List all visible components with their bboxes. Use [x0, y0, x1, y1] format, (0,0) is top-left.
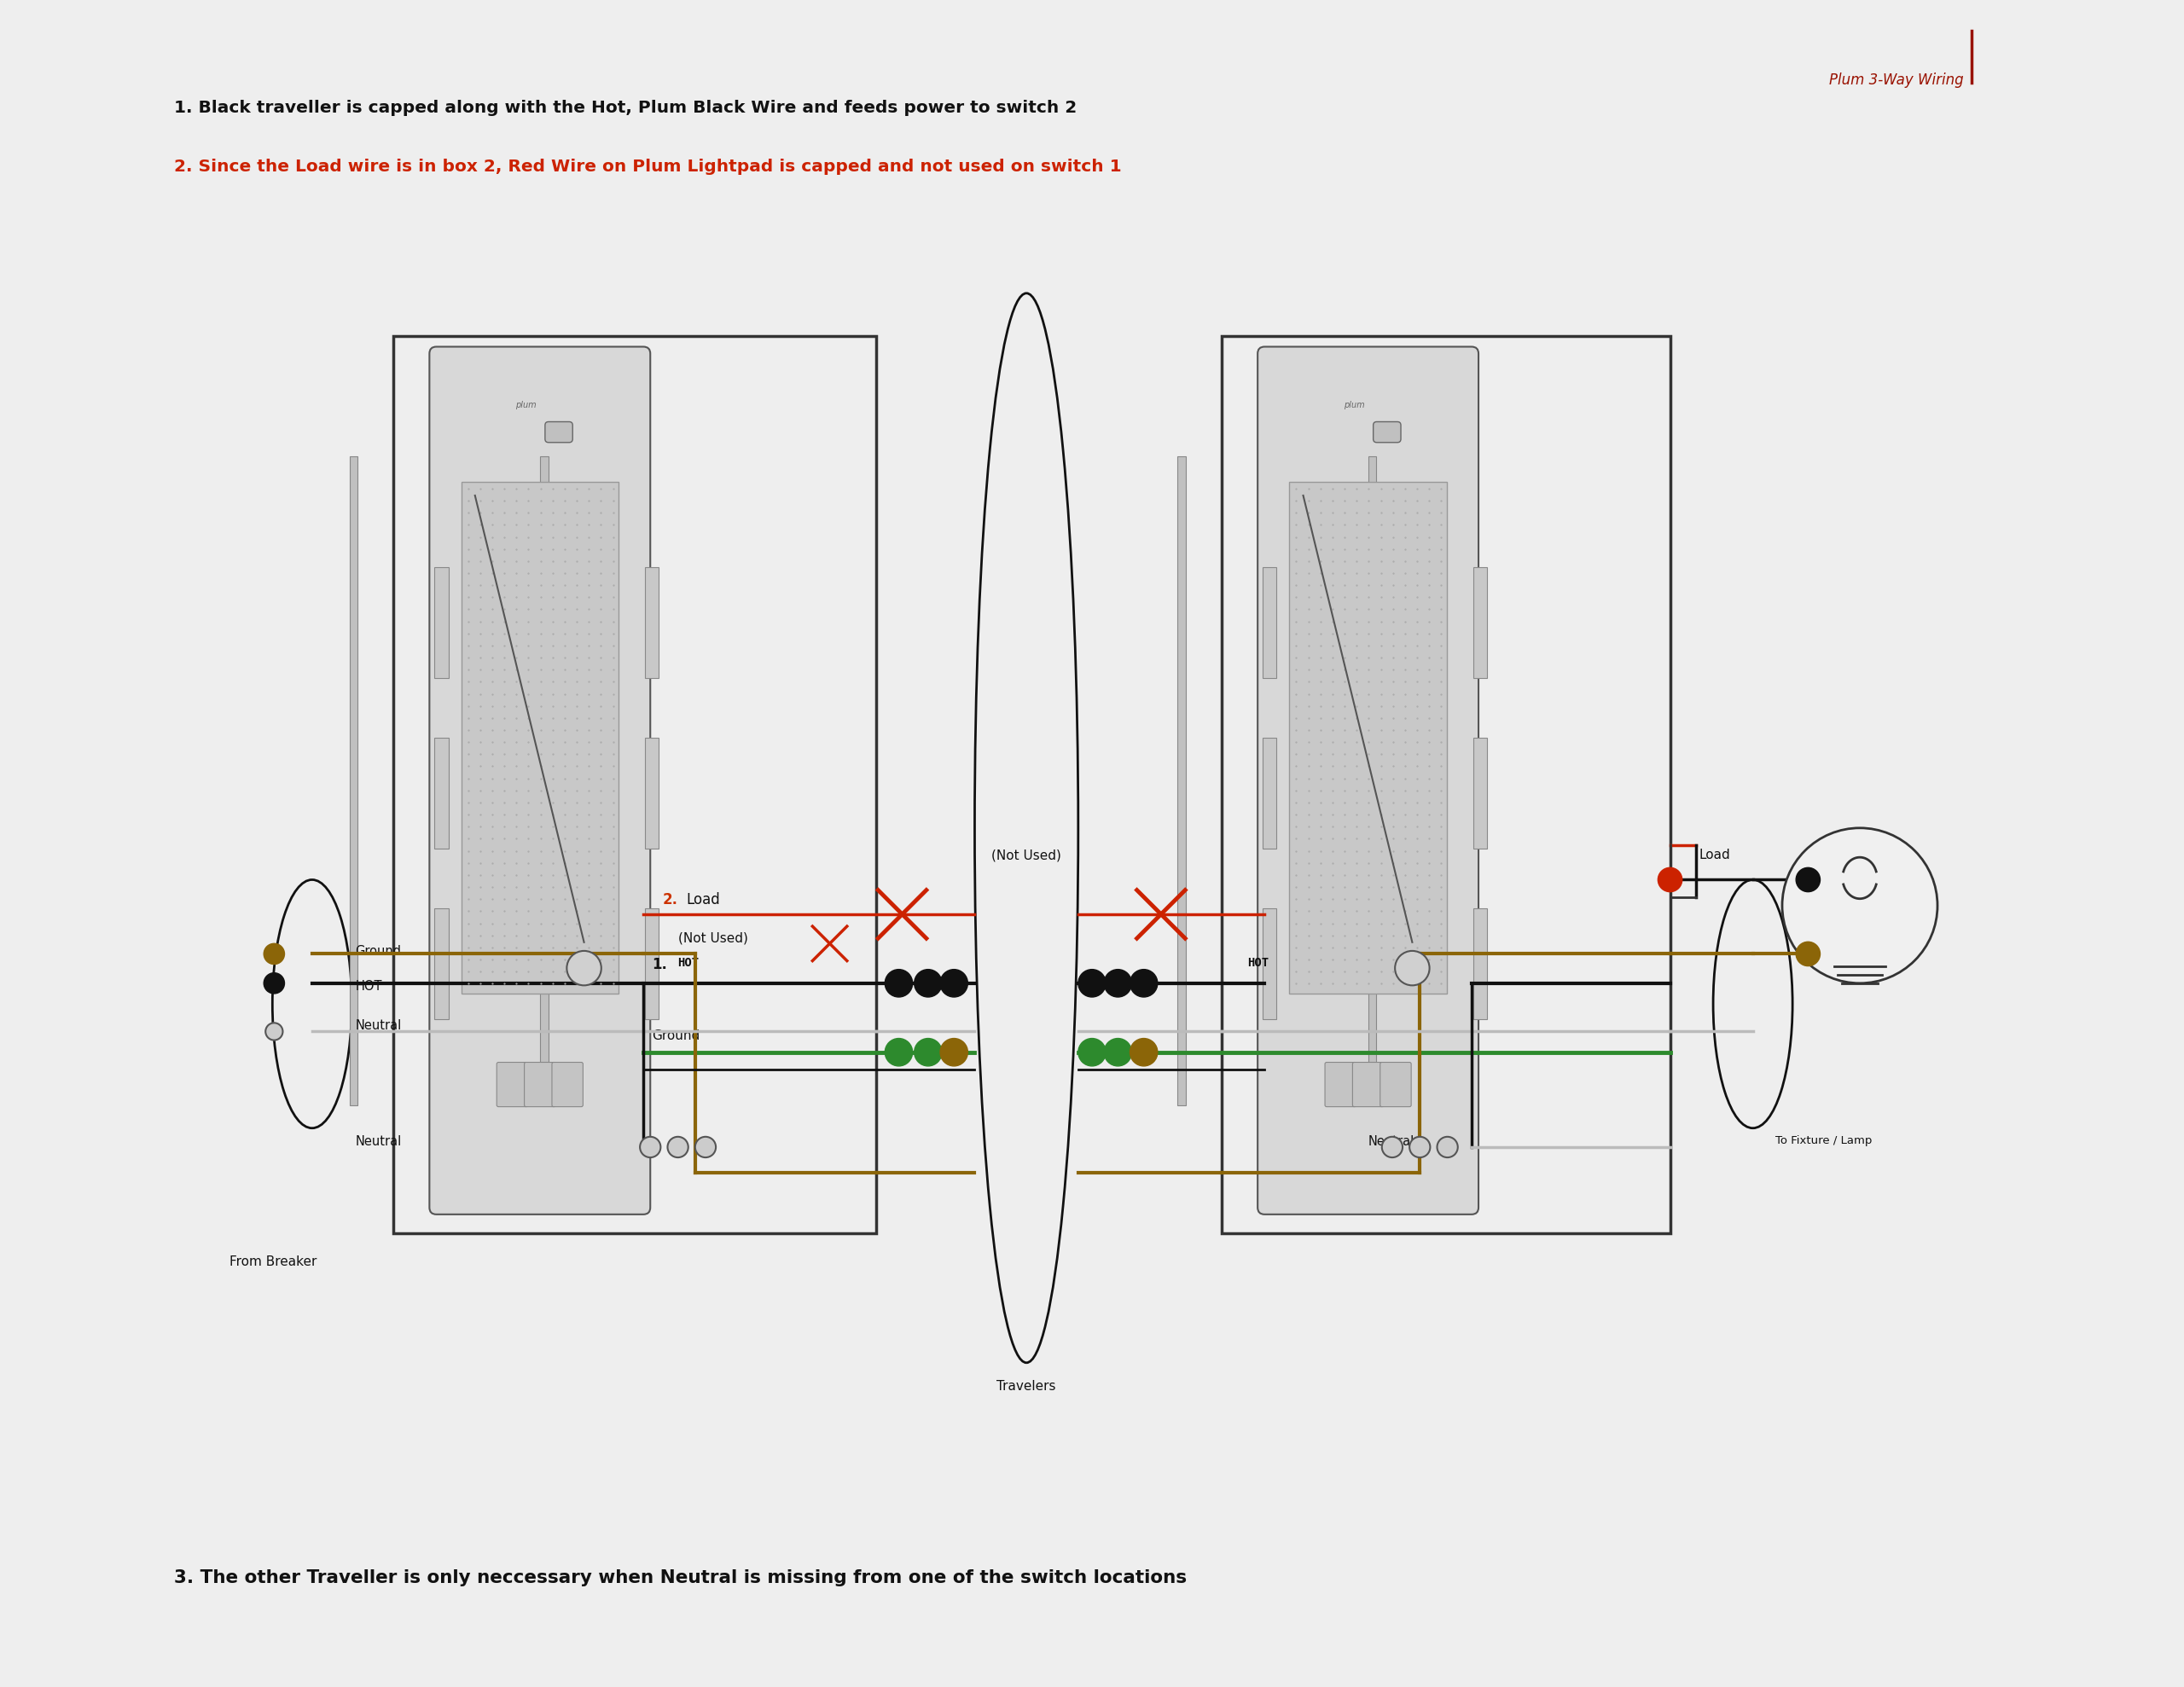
- Circle shape: [1658, 867, 1682, 892]
- Circle shape: [264, 973, 284, 994]
- Text: Plum 3-Way Wiring: Plum 3-Way Wiring: [1828, 73, 1963, 88]
- Circle shape: [1105, 1039, 1131, 1066]
- Circle shape: [640, 1137, 660, 1157]
- Text: HOT: HOT: [1247, 957, 1269, 970]
- Text: (Not Used): (Not Used): [992, 849, 1061, 862]
- Text: 3. The other Traveller is only neccessary when Neutral is missing from one of th: 3. The other Traveller is only neccessar…: [175, 1569, 1186, 1587]
- Ellipse shape: [974, 294, 1079, 1363]
- Bar: [461, 482, 618, 994]
- FancyBboxPatch shape: [1374, 422, 1400, 442]
- FancyBboxPatch shape: [1326, 1063, 1356, 1107]
- Circle shape: [1437, 1137, 1457, 1157]
- Text: Load: Load: [1699, 849, 1730, 862]
- Circle shape: [915, 1039, 941, 1066]
- Bar: [349, 455, 358, 1105]
- Text: plum: plum: [1343, 400, 1365, 410]
- Circle shape: [1782, 828, 1937, 984]
- FancyBboxPatch shape: [430, 348, 651, 1215]
- FancyBboxPatch shape: [1258, 348, 1479, 1215]
- Circle shape: [1795, 867, 1819, 892]
- Circle shape: [266, 1022, 282, 1041]
- Text: Ground: Ground: [356, 945, 402, 958]
- FancyBboxPatch shape: [524, 1063, 555, 1107]
- FancyBboxPatch shape: [1380, 1063, 1411, 1107]
- FancyBboxPatch shape: [496, 1063, 529, 1107]
- Text: (Not Used): (Not Used): [677, 931, 747, 945]
- Text: HOT: HOT: [677, 957, 699, 970]
- Bar: [1262, 567, 1278, 678]
- Circle shape: [1129, 1039, 1158, 1066]
- Text: 2.: 2.: [662, 892, 677, 908]
- Circle shape: [266, 1022, 282, 1041]
- Circle shape: [915, 970, 941, 997]
- Text: HOT: HOT: [356, 980, 382, 992]
- Text: 2. Since the Load wire is in box 2, Red Wire on Plum Lightpad is capped and not : 2. Since the Load wire is in box 2, Red …: [175, 159, 1123, 175]
- Circle shape: [668, 1137, 688, 1157]
- Circle shape: [939, 970, 968, 997]
- Bar: [1221, 336, 1671, 1233]
- Bar: [1177, 455, 1186, 1105]
- FancyBboxPatch shape: [546, 422, 572, 442]
- Bar: [539, 455, 548, 1105]
- Bar: [1474, 909, 1487, 1019]
- Bar: [435, 737, 448, 849]
- Ellipse shape: [273, 879, 352, 1129]
- Circle shape: [939, 1039, 968, 1066]
- Text: To Fixture / Lamp: To Fixture / Lamp: [1776, 1135, 1872, 1145]
- Circle shape: [1409, 1137, 1431, 1157]
- Text: 1. Black traveller is capped along with the Hot, Plum Black Wire and feeds power: 1. Black traveller is capped along with …: [175, 100, 1077, 116]
- Bar: [644, 567, 660, 678]
- Ellipse shape: [1712, 879, 1793, 1129]
- Text: Neutral: Neutral: [356, 1135, 402, 1147]
- Circle shape: [1129, 970, 1158, 997]
- Bar: [393, 336, 876, 1233]
- Circle shape: [1795, 941, 1819, 967]
- Bar: [1262, 737, 1278, 849]
- Bar: [1474, 567, 1487, 678]
- Bar: [1367, 455, 1376, 1105]
- FancyBboxPatch shape: [1352, 1063, 1385, 1107]
- Bar: [644, 909, 660, 1019]
- Text: Neutral: Neutral: [1367, 1135, 1415, 1147]
- Text: Travelers: Travelers: [996, 1380, 1057, 1393]
- Text: Ground: Ground: [653, 1029, 701, 1043]
- Text: plum: plum: [515, 400, 537, 410]
- Bar: [1262, 909, 1278, 1019]
- Circle shape: [885, 1039, 913, 1066]
- Bar: [644, 737, 660, 849]
- Circle shape: [695, 1137, 716, 1157]
- Text: Neutral: Neutral: [356, 1019, 402, 1032]
- Bar: [1474, 737, 1487, 849]
- Text: Load: Load: [686, 892, 721, 908]
- Circle shape: [568, 951, 601, 985]
- Circle shape: [1396, 951, 1431, 985]
- Circle shape: [1079, 1039, 1105, 1066]
- Circle shape: [885, 970, 913, 997]
- Text: From Breaker: From Breaker: [229, 1255, 317, 1269]
- Circle shape: [264, 943, 284, 965]
- Circle shape: [1382, 1137, 1402, 1157]
- Text: Neutral: Neutral: [1367, 945, 1415, 958]
- FancyBboxPatch shape: [553, 1063, 583, 1107]
- Text: 1.: 1.: [653, 957, 668, 973]
- Bar: [435, 909, 448, 1019]
- Bar: [1289, 482, 1446, 994]
- Bar: [435, 567, 448, 678]
- Circle shape: [1105, 970, 1131, 997]
- Circle shape: [1079, 970, 1105, 997]
